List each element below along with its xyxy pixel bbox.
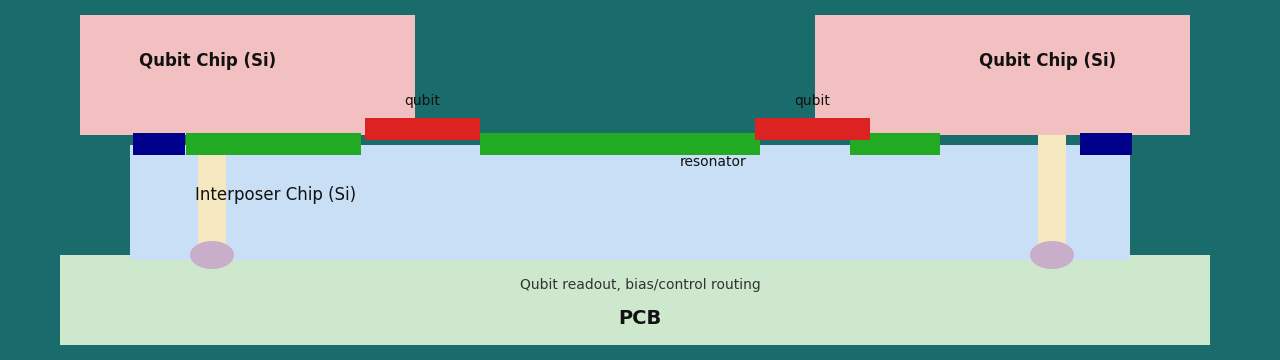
Text: Interposer Chip (Si): Interposer Chip (Si) xyxy=(195,186,356,204)
Text: qubit: qubit xyxy=(794,94,829,108)
Bar xyxy=(480,133,760,155)
Text: Qubit Chip (Si): Qubit Chip (Si) xyxy=(138,51,276,69)
Bar xyxy=(186,133,361,155)
Bar xyxy=(815,15,1190,135)
Bar xyxy=(1038,130,1066,265)
Text: Qubit Chip (Si): Qubit Chip (Si) xyxy=(979,51,1116,69)
Bar xyxy=(198,130,227,265)
Text: resonator: resonator xyxy=(680,155,746,169)
Bar xyxy=(850,133,940,155)
Bar xyxy=(131,145,1130,260)
Text: PCB: PCB xyxy=(618,309,662,328)
Bar xyxy=(365,118,480,140)
Bar xyxy=(79,15,415,135)
Text: Qubit readout, bias/control routing: Qubit readout, bias/control routing xyxy=(520,278,760,292)
Bar xyxy=(755,118,870,140)
Ellipse shape xyxy=(1030,241,1074,269)
Text: qubit: qubit xyxy=(404,94,440,108)
Bar xyxy=(60,255,1210,345)
Bar xyxy=(1080,133,1132,155)
Ellipse shape xyxy=(189,241,234,269)
Bar xyxy=(133,133,186,155)
